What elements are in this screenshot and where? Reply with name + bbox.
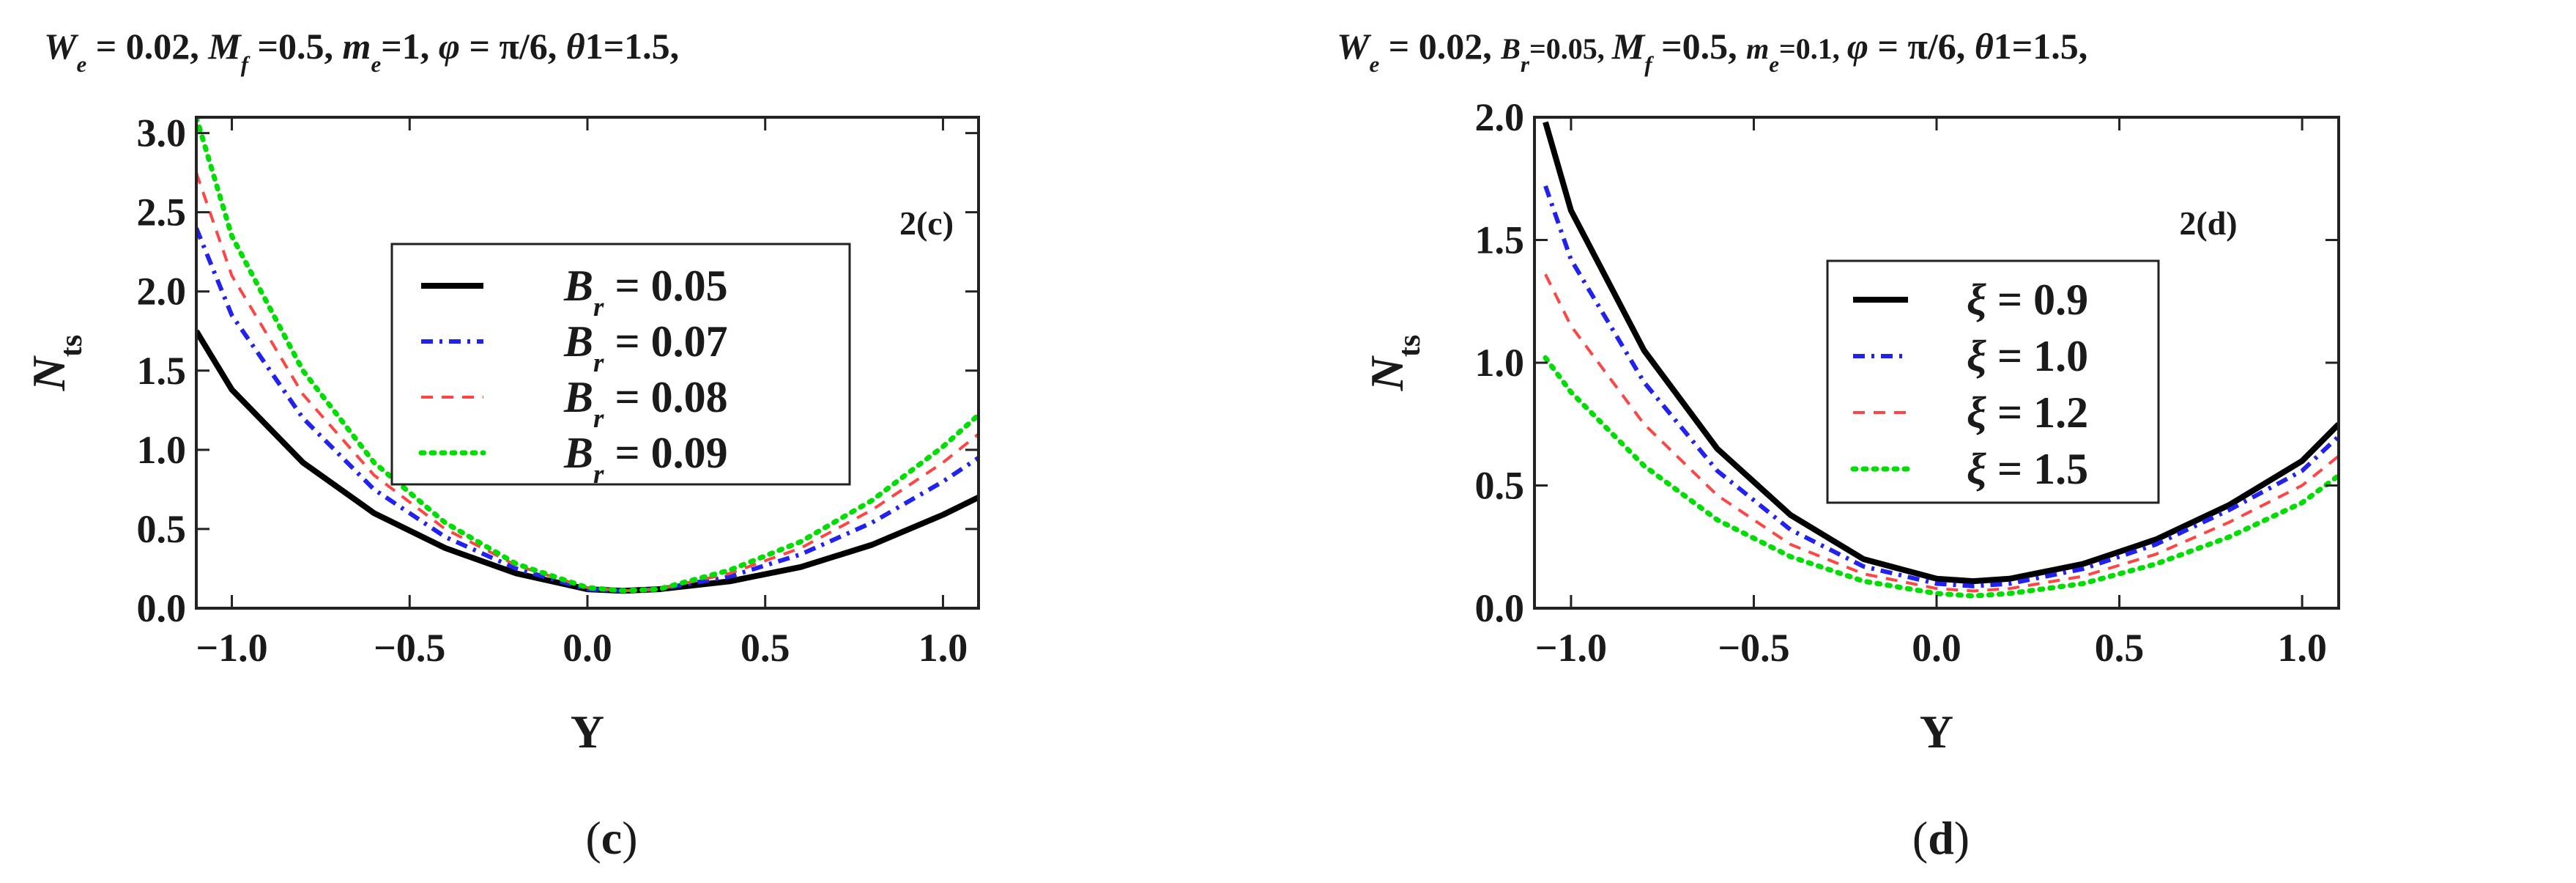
series-line-4 bbox=[1543, 355, 2339, 599]
legend: ξ = 0.9 ξ = 1.0 ξ = 1.2 ξ = 1.5 bbox=[1826, 259, 2160, 504]
legend-entry: ξ = 1.5 bbox=[1967, 445, 2088, 493]
panel-caption: (c) bbox=[585, 812, 637, 864]
series-line-1 bbox=[1543, 121, 2339, 585]
chart-title: We = 0.02, Mf =0.5, me=1, φ = π/6, θ1=1.… bbox=[44, 26, 679, 77]
panel-caption: (d) bbox=[1912, 812, 1970, 864]
y-axis-label: Nts bbox=[1361, 335, 1427, 392]
x-tick-label: −1.0 bbox=[1535, 626, 1607, 670]
chart-title: We = 0.02, Br=0.05, Mf =0.5, me=0.1, φ =… bbox=[1337, 26, 2087, 77]
x-tick-label: 1.0 bbox=[918, 626, 968, 670]
legend-entry: ξ = 1.2 bbox=[1967, 388, 2088, 437]
x-tick-label: 0.5 bbox=[740, 626, 790, 670]
y-tick-label: 0.0 bbox=[1475, 586, 1525, 630]
x-tick-label: −0.5 bbox=[1718, 626, 1789, 670]
y-tick-label: 0.5 bbox=[137, 507, 187, 551]
x-axis-label: Y bbox=[571, 706, 604, 758]
legend-entry: Br = 0.05 bbox=[563, 262, 728, 322]
legend-entry: ξ = 0.9 bbox=[1967, 276, 2088, 324]
y-tick-label: 3.0 bbox=[137, 111, 187, 155]
chart-panel-c: We = 0.02, Mf =0.5, me=1, φ = π/6, θ1=1.… bbox=[23, 26, 980, 864]
y-tick-label: 0.0 bbox=[137, 586, 187, 630]
x-tick-label: −0.5 bbox=[374, 626, 445, 670]
legend-entry: Br = 0.07 bbox=[563, 317, 728, 378]
x-tick-label: 0.5 bbox=[2095, 626, 2145, 670]
x-tick-label: 0.0 bbox=[563, 626, 612, 670]
series-line-4 bbox=[196, 117, 979, 594]
y-axis-label: Nts bbox=[23, 335, 89, 392]
series-line-3 bbox=[1544, 273, 2339, 593]
legend-entry: Br = 0.08 bbox=[563, 373, 728, 434]
x-tick-label: 1.0 bbox=[2277, 626, 2327, 670]
y-tick-label: 1.0 bbox=[137, 428, 187, 472]
y-tick-label: 1.0 bbox=[1475, 341, 1525, 385]
y-tick-label: 0.5 bbox=[1475, 464, 1525, 508]
x-tick-label: −1.0 bbox=[196, 626, 267, 670]
x-tick-label: 0.0 bbox=[1912, 626, 1961, 670]
y-tick-label: 1.5 bbox=[1475, 218, 1525, 262]
y-tick-label: 2.0 bbox=[137, 270, 187, 314]
chart-panel-d: We = 0.02, Br=0.05, Mf =0.5, me=0.1, φ =… bbox=[1337, 26, 2340, 864]
panel-tag: 2(d) bbox=[2179, 204, 2237, 242]
series-line-2 bbox=[196, 227, 979, 594]
series-line-2 bbox=[1543, 185, 2339, 588]
y-tick-label: 1.5 bbox=[137, 349, 187, 393]
panel-tag: 2(c) bbox=[899, 204, 954, 242]
y-tick-label: 2.5 bbox=[137, 191, 187, 234]
y-tick-label: 2.0 bbox=[1475, 95, 1525, 139]
legend-entry: ξ = 1.0 bbox=[1967, 332, 2088, 380]
x-axis-label: Y bbox=[1920, 706, 1953, 758]
legend-entry: Br = 0.09 bbox=[563, 429, 728, 489]
